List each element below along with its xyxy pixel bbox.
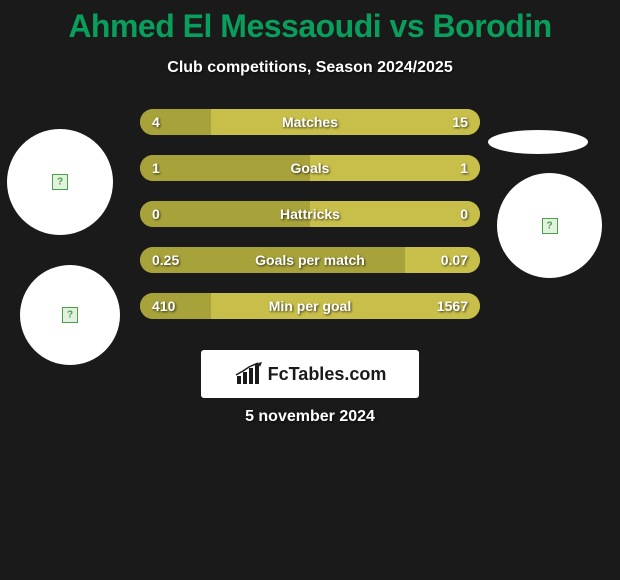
stat-value-right: 1 (460, 160, 468, 176)
date-label: 5 november 2024 (0, 408, 620, 426)
player-badge-circle (497, 173, 602, 278)
fctables-logo: FcTables.com (201, 350, 419, 398)
stat-bar: 0.25 0.07 Goals per match (140, 247, 480, 273)
stat-value-left: 0 (152, 206, 160, 222)
comparison-chart: 4 15 Matches 1 1 Goals 0 0 Hattricks 0.25 0.07 Goal… (0, 109, 620, 339)
stat-value-left: 0.25 (152, 252, 179, 268)
stat-label: Goals per match (255, 252, 365, 268)
stat-value-left: 4 (152, 114, 160, 130)
stat-bar: 0 0 Hattricks (140, 201, 480, 227)
stat-value-right: 15 (452, 114, 468, 130)
decorative-ellipse (488, 130, 588, 154)
bar-segment-right (211, 109, 480, 135)
image-placeholder-icon (52, 174, 68, 190)
logo-text: FcTables.com (268, 364, 387, 385)
bar-segment-right (310, 155, 480, 181)
stat-value-right: 1567 (437, 298, 468, 314)
stat-bar: 4 15 Matches (140, 109, 480, 135)
image-placeholder-icon (62, 307, 78, 323)
chart-icon (234, 362, 264, 386)
bar-segment-left (140, 155, 310, 181)
image-placeholder-icon (542, 218, 558, 234)
stat-value-left: 1 (152, 160, 160, 176)
stat-value-right: 0.07 (441, 252, 468, 268)
stat-value-left: 410 (152, 298, 175, 314)
stat-bar: 1 1 Goals (140, 155, 480, 181)
player-badge-circle (20, 265, 120, 365)
stat-label: Hattricks (280, 206, 340, 222)
bar-segment-left (140, 293, 211, 319)
stat-label: Goals (291, 160, 330, 176)
player-badge-circle (7, 129, 113, 235)
page-title: Ahmed El Messaoudi vs Borodin (0, 0, 620, 45)
stat-label: Min per goal (269, 298, 351, 314)
stat-bar: 410 1567 Min per goal (140, 293, 480, 319)
stat-value-right: 0 (460, 206, 468, 222)
stat-label: Matches (282, 114, 338, 130)
subtitle: Club competitions, Season 2024/2025 (0, 59, 620, 77)
bar-segment-left (140, 109, 211, 135)
